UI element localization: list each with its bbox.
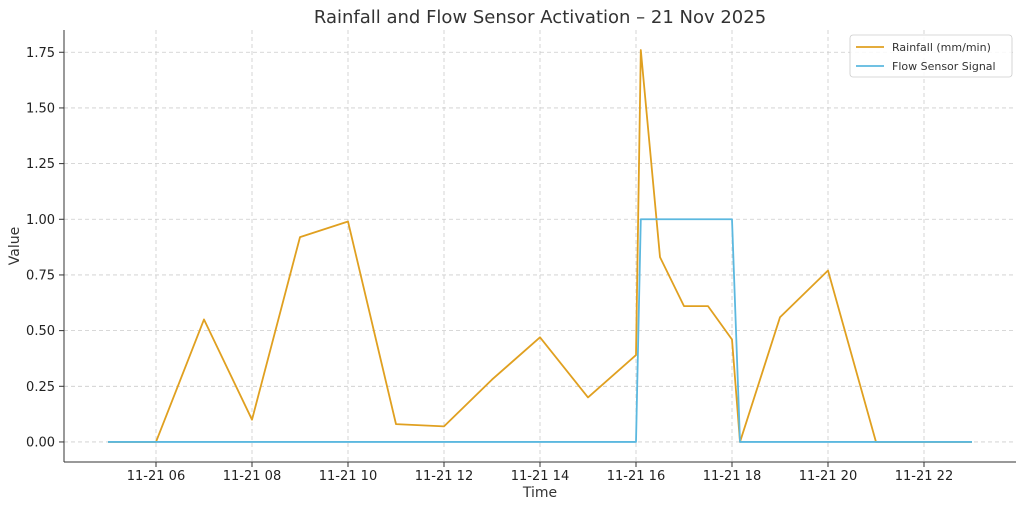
x-tick-label: 11-21 16 [607, 469, 665, 484]
y-tick-label: 0.25 [26, 380, 55, 395]
series-lines [108, 49, 972, 443]
x-tick-label: 11-21 18 [703, 469, 761, 484]
y-tick-label: 1.00 [26, 213, 55, 228]
series-line-flow-sensor-signal [108, 218, 972, 443]
legend-label-flow-sensor-signal: Flow Sensor Signal [892, 60, 996, 73]
x-tick-label: 11-21 12 [415, 469, 473, 484]
x-axis-label: Time [522, 485, 557, 501]
y-tick-label: 0.50 [26, 324, 55, 339]
x-tick-label: 11-21 14 [511, 469, 569, 484]
y-tick-label: 1.50 [26, 101, 55, 116]
y-tick-label: 0.75 [26, 268, 55, 283]
x-tick-label: 11-21 06 [127, 469, 185, 484]
series-line-rainfall-mm-min [108, 49, 972, 443]
x-tick-label: 11-21 20 [799, 469, 857, 484]
grid [64, 30, 1016, 462]
y-tick-label: 0.00 [26, 435, 55, 450]
legend-label-rainfall-mm-min: Rainfall (mm/min) [892, 41, 991, 54]
x-tick-label: 11-21 22 [895, 469, 953, 484]
y-axis-ticks: 0.00 0.25 0.50 0.75 1.00 1.25 1.50 1.75 [26, 46, 64, 450]
x-axis-ticks: 11-21 06 11-21 08 11-21 10 11-21 12 11-21 14… [127, 462, 953, 484]
x-tick-label: 11-21 10 [319, 469, 377, 484]
y-axis-label: Value [7, 227, 23, 265]
chart-title: Rainfall and Flow Sensor Activation – 21… [314, 7, 766, 28]
legend: Rainfall (mm/min) Flow Sensor Signal [849, 34, 1013, 78]
x-tick-label: 11-21 08 [223, 469, 281, 484]
y-tick-label: 1.25 [26, 157, 55, 172]
y-tick-label: 1.75 [26, 46, 55, 61]
legend-box [849, 34, 1013, 78]
